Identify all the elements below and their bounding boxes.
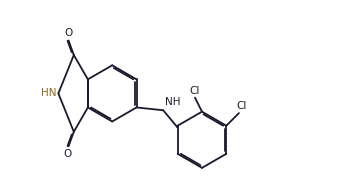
Text: NH: NH — [165, 97, 180, 107]
Text: O: O — [63, 148, 71, 159]
Text: Cl: Cl — [237, 101, 247, 111]
Text: O: O — [64, 28, 73, 38]
Text: Cl: Cl — [190, 86, 200, 96]
Text: HN: HN — [41, 88, 57, 98]
